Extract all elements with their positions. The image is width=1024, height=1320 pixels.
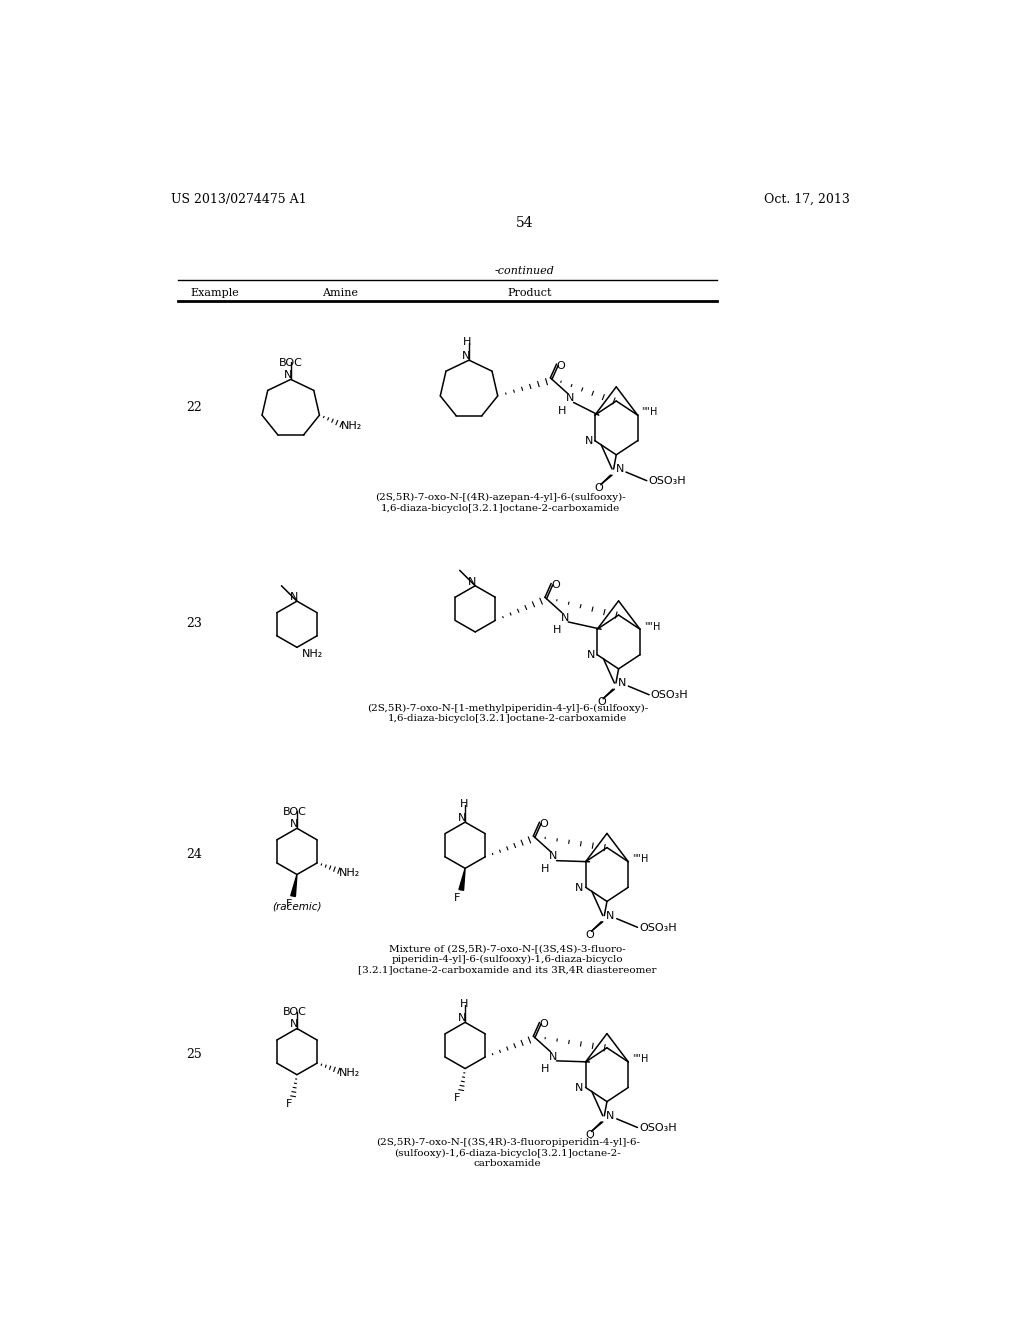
Text: NH₂: NH₂: [339, 867, 360, 878]
Text: F: F: [455, 1093, 461, 1104]
Polygon shape: [459, 869, 465, 890]
Text: N: N: [458, 813, 466, 822]
Text: (sulfooxy)-1,6-diaza-bicyclo[3.2.1]octane-2-: (sulfooxy)-1,6-diaza-bicyclo[3.2.1]octan…: [394, 1148, 622, 1158]
Text: N: N: [458, 1014, 466, 1023]
Text: H: H: [558, 405, 566, 416]
Text: O: O: [586, 929, 594, 940]
Text: -continued: -continued: [495, 267, 555, 276]
Text: ""H: ""H: [632, 854, 648, 865]
Text: O: O: [540, 818, 548, 829]
Text: N: N: [606, 1111, 614, 1121]
Polygon shape: [291, 874, 297, 896]
Text: O: O: [586, 1130, 594, 1140]
Text: 54: 54: [516, 216, 534, 230]
Text: N: N: [549, 1052, 557, 1061]
Text: F: F: [455, 892, 461, 903]
Text: BOC: BOC: [283, 807, 307, 817]
Text: N: N: [290, 591, 298, 602]
Text: H: H: [460, 799, 468, 809]
Text: 23: 23: [186, 616, 202, 630]
Text: NH₂: NH₂: [341, 421, 362, 432]
Text: 22: 22: [186, 401, 202, 414]
Text: OSO₃H: OSO₃H: [639, 1123, 677, 1133]
Text: O: O: [557, 360, 565, 371]
Text: N: N: [575, 883, 584, 892]
Text: N: N: [290, 1019, 298, 1030]
Text: NH₂: NH₂: [339, 1068, 360, 1077]
Text: H: H: [460, 999, 468, 1010]
Text: N: N: [585, 436, 593, 446]
Text: F: F: [286, 1100, 293, 1109]
Text: H: H: [463, 337, 472, 347]
Text: N: N: [560, 612, 568, 623]
Text: ""H: ""H: [644, 622, 660, 631]
Text: OSO₃H: OSO₃H: [648, 477, 686, 486]
Text: O: O: [540, 1019, 548, 1030]
Text: O: O: [595, 483, 603, 494]
Text: 1,6-diaza-bicyclo[3.2.1]octane-2-carboxamide: 1,6-diaza-bicyclo[3.2.1]octane-2-carboxa…: [388, 714, 628, 723]
Text: F: F: [286, 899, 293, 909]
Text: N: N: [468, 577, 476, 586]
Text: BOC: BOC: [283, 1007, 307, 1016]
Text: Amine: Amine: [322, 288, 357, 298]
Text: N: N: [615, 465, 624, 474]
Text: N: N: [462, 351, 470, 360]
Text: N: N: [606, 911, 614, 921]
Text: N: N: [617, 678, 627, 689]
Text: O: O: [551, 581, 560, 590]
Text: Example: Example: [190, 288, 239, 298]
Text: N: N: [566, 393, 574, 403]
Text: OSO₃H: OSO₃H: [650, 690, 688, 700]
Text: BOC: BOC: [280, 358, 303, 368]
Text: (2S,5R)-7-oxo-N-[(3S,4R)-3-fluoropiperidin-4-yl]-6-: (2S,5R)-7-oxo-N-[(3S,4R)-3-fluoropiperid…: [376, 1138, 640, 1147]
Text: NH₂: NH₂: [302, 649, 323, 659]
Text: carboxamide: carboxamide: [474, 1159, 542, 1168]
Text: H: H: [541, 863, 550, 874]
Text: Product: Product: [508, 288, 552, 298]
Text: 25: 25: [186, 1048, 202, 1061]
Text: Oct. 17, 2013: Oct. 17, 2013: [764, 193, 849, 206]
Text: Mixture of (2S,5R)-7-oxo-N-[(3S,4S)-3-fluoro-: Mixture of (2S,5R)-7-oxo-N-[(3S,4S)-3-fl…: [389, 944, 626, 953]
Text: N: N: [290, 818, 298, 829]
Text: (2S,5R)-7-oxo-N-[(4R)-azepan-4-yl]-6-(sulfooxy)-: (2S,5R)-7-oxo-N-[(4R)-azepan-4-yl]-6-(su…: [375, 494, 626, 503]
Text: [3.2.1]octane-2-carboxamide and its 3R,4R diastereomer: [3.2.1]octane-2-carboxamide and its 3R,4…: [358, 965, 657, 974]
Text: H: H: [541, 1064, 550, 1074]
Text: ""H: ""H: [632, 1055, 648, 1064]
Text: 24: 24: [186, 847, 202, 861]
Text: (racemic): (racemic): [272, 902, 322, 911]
Text: H: H: [553, 626, 561, 635]
Text: N: N: [549, 851, 557, 862]
Text: ""H: ""H: [641, 408, 657, 417]
Text: (2S,5R)-7-oxo-N-[1-methylpiperidin-4-yl]-6-(sulfooxy)-: (2S,5R)-7-oxo-N-[1-methylpiperidin-4-yl]…: [368, 704, 648, 713]
Text: US 2013/0274475 A1: US 2013/0274475 A1: [171, 193, 306, 206]
Text: O: O: [597, 697, 605, 708]
Text: piperidin-4-yl]-6-(sulfooxy)-1,6-diaza-bicyclo: piperidin-4-yl]-6-(sulfooxy)-1,6-diaza-b…: [392, 954, 624, 964]
Text: N: N: [587, 649, 595, 660]
Text: N: N: [284, 370, 292, 380]
Text: OSO₃H: OSO₃H: [639, 923, 677, 933]
Text: 1,6-diaza-bicyclo[3.2.1]octane-2-carboxamide: 1,6-diaza-bicyclo[3.2.1]octane-2-carboxa…: [380, 504, 620, 513]
Text: N: N: [575, 1082, 584, 1093]
